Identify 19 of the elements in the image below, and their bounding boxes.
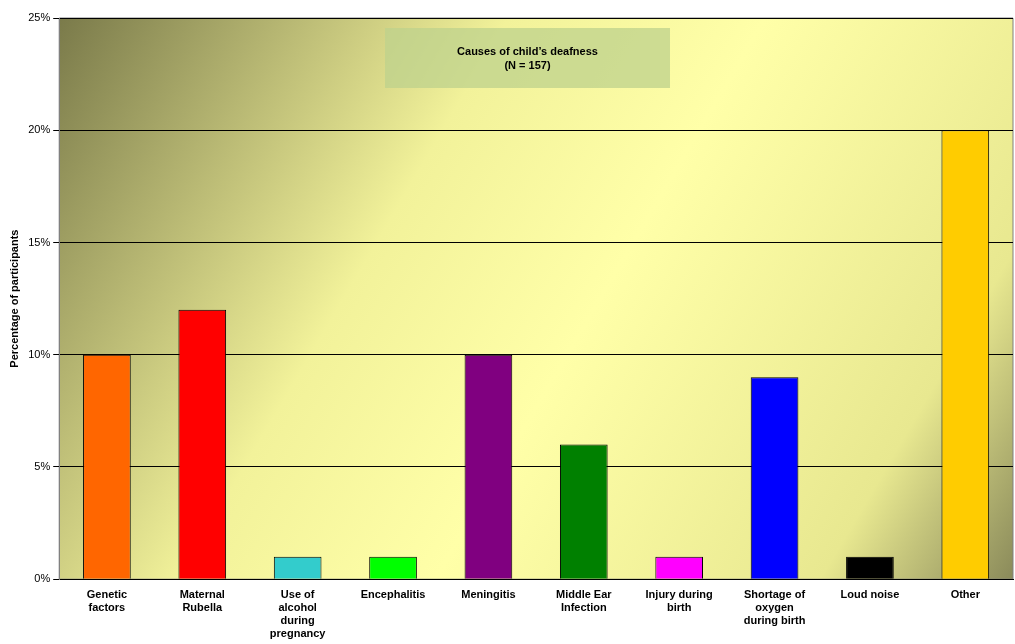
x-tick-label: Shortage of oxygen during birth	[743, 587, 806, 627]
x-tick-label: Genetic factors	[86, 587, 128, 614]
x-tick-label: Other	[950, 587, 981, 600]
y-tick-label: 25%	[28, 11, 51, 24]
x-tick-label: Use of alcohol during pregnancy	[269, 587, 327, 640]
x-tick-label: Meningitis	[461, 587, 516, 600]
x-tick-label: Loud noise	[840, 587, 900, 600]
y-tick-label: 0%	[34, 572, 51, 585]
x-tick-label: Encephalitis	[360, 587, 426, 600]
y-tick-label: 10%	[28, 347, 51, 360]
x-tick-label: Maternal Rubella	[179, 587, 225, 614]
y-axis-title: Percentage of participants	[7, 229, 20, 368]
x-tick-label: Injury during birth	[645, 587, 713, 614]
x-tick-label: Middle Ear Infection	[555, 587, 613, 614]
y-tick-label: 20%	[28, 123, 51, 136]
bar	[846, 556, 894, 579]
y-tick-label: 5%	[34, 459, 51, 472]
title-box: Causes of child’s deafness (N = 157)	[385, 28, 670, 88]
y-tick-label: 15%	[28, 235, 51, 248]
